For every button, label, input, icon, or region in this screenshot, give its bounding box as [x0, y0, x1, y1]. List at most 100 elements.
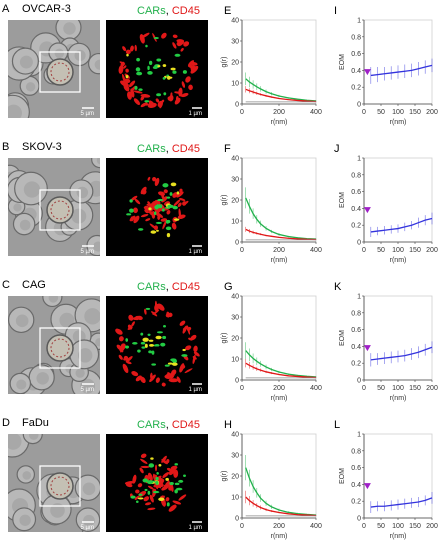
scale-bar-label: 1 µm	[189, 387, 202, 393]
green-series-line	[245, 350, 317, 378]
x-tick-label: 0	[362, 109, 366, 116]
x-tick-label: 400	[310, 109, 322, 116]
y-tick-label: 0	[357, 378, 361, 385]
y-tick-label: 40	[231, 156, 239, 163]
cell-line-name: OVCAR-3	[22, 3, 71, 15]
x-tick-label: 50	[377, 109, 385, 116]
roi-box	[39, 51, 81, 93]
eom-panel-letter: K	[334, 281, 342, 293]
y-tick-label: 0.8	[351, 448, 361, 455]
y-axis-label: EOM	[339, 330, 346, 346]
x-axis-label: r(nm)	[271, 395, 288, 402]
blue-series-line	[370, 346, 433, 361]
eom-panel-letter: L	[334, 419, 341, 431]
brightfield-image: 5 µm	[8, 158, 100, 256]
cell-line-name: CAG	[22, 279, 46, 291]
y-tick-label: 0.4	[351, 68, 361, 75]
scale-bar-label: 5 µm	[81, 525, 94, 531]
confocal-image: 1 µm	[106, 434, 208, 532]
legend-cars-label: CARs	[137, 281, 166, 293]
y-tick-label: 20	[231, 198, 239, 205]
y-tick-label: 0.6	[351, 189, 361, 196]
y-tick-label: 30	[231, 39, 239, 46]
reference-marker-triangle	[363, 207, 371, 214]
legend-cd45-label: CD45	[171, 281, 200, 293]
brightfield-image: 5 µm	[8, 434, 100, 532]
legend-separator: ,	[165, 419, 172, 431]
eom-panel-letter: J	[334, 143, 340, 155]
y-tick-label: 0.8	[351, 310, 361, 317]
x-tick-label: 200	[426, 523, 438, 530]
blue-series-line	[370, 217, 433, 233]
x-tick-label: 0	[362, 385, 366, 392]
y-tick-label: 0	[235, 378, 239, 385]
y-tick-label: 0.4	[351, 344, 361, 351]
y-tick-label: 20	[231, 336, 239, 343]
y-tick-label: 0	[357, 240, 361, 247]
scale-bar-label: 5 µm	[81, 249, 94, 255]
green-series-line	[245, 78, 317, 102]
x-tick-label: 150	[409, 523, 421, 530]
plot-frame	[363, 19, 433, 105]
y-tick-label: 0.8	[351, 172, 361, 179]
y-axis-label: g(r)	[221, 333, 228, 344]
y-tick-label: 0	[357, 102, 361, 109]
y-tick-label: 0	[357, 516, 361, 523]
roi-box	[39, 327, 81, 369]
y-axis-label: g(r)	[221, 195, 228, 206]
y-tick-label: 0.6	[351, 465, 361, 472]
g-panel-letter: G	[224, 281, 233, 293]
y-tick-label: 10	[231, 357, 239, 364]
eom-chart: 0 0.2 0.4 0.6 0.8 1 0 50 100 150 200 r(nm) EOM	[339, 432, 438, 541]
brightfield-image: 5 µm	[8, 296, 100, 394]
x-axis-label: r(nm)	[390, 533, 407, 540]
y-tick-label: 30	[231, 177, 239, 184]
confocal-image: 1 µm	[106, 20, 208, 118]
red-series-line	[245, 362, 317, 379]
y-axis-label: g(r)	[221, 57, 228, 68]
eom-chart: 0 0.2 0.4 0.6 0.8 1 0 50 100 150 200 r(nm) EOM	[339, 294, 438, 403]
y-axis-label: EOM	[339, 468, 346, 484]
x-tick-label: 50	[377, 385, 385, 392]
y-tick-label: 0	[235, 240, 239, 247]
x-tick-label: 150	[409, 385, 421, 392]
legend-cars-label: CARs	[137, 5, 166, 17]
confocal-image: 1 µm	[106, 296, 208, 394]
y-tick-label: 40	[231, 294, 239, 301]
y-tick-label: 20	[231, 474, 239, 481]
legend-separator: ,	[165, 281, 172, 293]
scale-bar-label: 5 µm	[81, 111, 94, 117]
x-tick-label: 0	[362, 523, 366, 530]
y-tick-label: 0.8	[351, 34, 361, 41]
plot-frame	[241, 157, 317, 243]
roi-box	[39, 465, 81, 507]
roi-box	[39, 189, 81, 231]
x-tick-label: 100	[392, 523, 404, 530]
green-series-line	[245, 197, 317, 240]
y-tick-label: 1	[357, 18, 361, 25]
legend-cd45-label: CD45	[171, 419, 200, 431]
y-tick-label: 10	[231, 495, 239, 502]
y-tick-label: 0.2	[351, 361, 361, 368]
row-letter: D	[2, 417, 10, 429]
x-tick-label: 100	[392, 385, 404, 392]
y-axis-label: g(r)	[221, 471, 228, 482]
reference-marker-triangle	[363, 345, 371, 352]
blue-series-line	[370, 64, 433, 77]
channel-legend: CARs, CD45	[137, 6, 200, 17]
legend-cars-label: CARs	[137, 143, 166, 155]
x-tick-label: 400	[310, 523, 322, 530]
y-tick-label: 0.2	[351, 85, 361, 92]
channel-legend: CARs, CD45	[137, 420, 200, 431]
red-series-line	[245, 88, 317, 103]
red-series-line	[245, 228, 317, 241]
x-tick-label: 200	[273, 385, 285, 392]
x-axis-label: r(nm)	[271, 257, 288, 264]
legend-separator: ,	[165, 5, 172, 17]
plot-frame	[363, 295, 433, 381]
y-tick-label: 10	[231, 81, 239, 88]
y-tick-label: 0.2	[351, 499, 361, 506]
